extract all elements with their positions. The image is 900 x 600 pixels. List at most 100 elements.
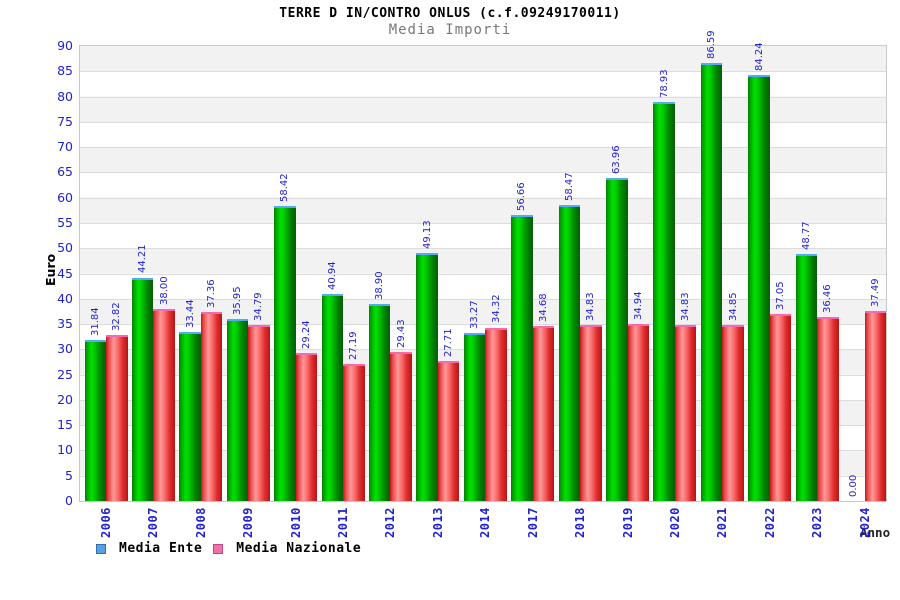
bar-value-label: 58.47 [563, 172, 575, 202]
bar-value-label: 37.05 [775, 281, 786, 310]
bar-media-nazionale [248, 325, 270, 501]
legend-item-media-ente: Media Ente [96, 541, 202, 556]
bar-value-label: 34.83 [585, 292, 597, 321]
bar-media-ente [511, 214, 533, 501]
bar-value-label: 86.59 [706, 30, 718, 60]
bar-media-ente [748, 75, 770, 501]
bar-value-label: 27.19 [348, 330, 360, 360]
y-tick-label: 45 [57, 265, 73, 281]
x-tick-label: 2007 [146, 507, 161, 538]
bar-value-label: 38.90 [374, 271, 386, 301]
y-tick-label: 60 [57, 189, 73, 205]
gridline [80, 121, 886, 123]
x-tick-label: 2017 [525, 507, 540, 538]
y-tick-label: 50 [57, 240, 73, 256]
legend-label-media-nazionale: Media Nazionale [236, 541, 362, 556]
bar-media-ente [321, 294, 344, 501]
y-tick-label: 35 [57, 316, 73, 332]
bar-value-label: 44.21 [137, 244, 149, 274]
y-tick-label: 10 [57, 442, 73, 458]
legend-item-media-nazionale: Media Nazionale [213, 541, 361, 556]
bar-value-label: 29.43 [395, 319, 407, 349]
bar-media-ente [226, 319, 249, 501]
bar-value-label: 63.96 [611, 145, 623, 174]
bar-value-label: 34.85 [727, 292, 739, 321]
bar-media-ente [558, 205, 581, 501]
y-tick-label: 75 [57, 113, 73, 129]
bar-media-ente [84, 340, 106, 501]
bar-media-ente [653, 101, 675, 501]
bar-media-nazionale [864, 311, 887, 501]
gridline [80, 324, 886, 326]
y-tick-label: 30 [57, 341, 73, 357]
x-tick-label: 2008 [193, 507, 208, 538]
bar-value-label: 27.71 [443, 328, 455, 357]
bar-value-label: 56.66 [516, 181, 528, 211]
bar-media-nazionale [437, 360, 460, 501]
bar-media-nazionale [627, 324, 650, 501]
y-tick-label: 5 [65, 467, 73, 483]
legend-swatch-media-ente-icon [96, 543, 106, 554]
gridline [80, 96, 886, 98]
bar-media-nazionale [532, 325, 555, 501]
bar-value-label: 48.77 [800, 221, 812, 251]
y-tick-label: 80 [57, 88, 73, 104]
y-tick-label: 85 [57, 63, 73, 79]
plot-area: 31.84 32.82 44.21 38.00 33.44 37.36 35.95 34.79… [79, 31, 887, 502]
bar-value-label: 0.00 [848, 474, 860, 497]
x-tick-label: 2024 [857, 507, 872, 538]
x-tick-label: 2010 [288, 507, 303, 538]
bar-value-label: 78.93 [658, 69, 670, 98]
bar-media-ente [416, 252, 438, 501]
bar-value-label: 84.24 [753, 42, 765, 72]
bar-media-ente [606, 177, 628, 501]
bar-media-nazionale [390, 352, 412, 501]
bar-media-ente [274, 205, 296, 501]
y-tick-label: 55 [57, 214, 73, 230]
legend-label-media-ente: Media Ente [119, 541, 203, 556]
bar-media-ente [368, 304, 391, 501]
y-tick-label: 70 [57, 139, 73, 155]
bar-value-label: 37.36 [206, 279, 218, 309]
bar-media-nazionale [295, 353, 318, 501]
bar-value-label: 35.95 [231, 286, 243, 316]
chart-subtitle: Media Importi [388, 22, 512, 38]
y-tick-label: 0 [65, 493, 73, 508]
bar-media-nazionale [769, 313, 792, 501]
legend: Media Ente Media Nazionale [96, 541, 372, 556]
bar-media-ente [700, 63, 723, 501]
bar-value-label: 31.84 [89, 307, 101, 337]
x-tick-label: 2020 [667, 507, 682, 538]
legend-swatch-media-nazionale-icon [213, 543, 224, 554]
x-tick-label: 2019 [620, 507, 635, 538]
gridline [80, 147, 886, 149]
bar-media-ente [795, 254, 818, 501]
bar-media-nazionale [674, 324, 697, 501]
y-tick-label: 90 [57, 38, 73, 53]
bar-value-label: 49.13 [421, 219, 433, 249]
bar-media-nazionale [817, 316, 839, 501]
gridline [80, 222, 886, 224]
chart-title: TERRE D IN/CONTRO ONLUS (c.f.09249170011… [279, 6, 621, 21]
bar-media-nazionale [343, 363, 365, 501]
bar-value-label: 32.82 [111, 302, 123, 332]
gridline [80, 273, 886, 275]
y-tick-label: 40 [57, 290, 73, 306]
bar-media-ente [463, 332, 486, 501]
x-tick-label: 2018 [573, 507, 588, 538]
bar-value-label: 40.94 [326, 261, 338, 291]
bar-value-label: 34.94 [632, 291, 644, 321]
bar-value-label: 58.42 [279, 173, 291, 202]
bar-value-label: 29.24 [300, 320, 312, 350]
x-tick-label: 2011 [336, 507, 351, 538]
bar-media-nazionale [485, 327, 507, 501]
x-tick-label: 2009 [241, 507, 256, 538]
x-tick-label: 2012 [383, 507, 398, 538]
gridline [80, 298, 886, 300]
bar-media-nazionale [722, 324, 744, 501]
x-tick-label: 2006 [99, 507, 113, 538]
x-tick-label: 2023 [810, 507, 825, 538]
x-tick-label: 2022 [762, 507, 777, 538]
bar-value-label: 34.32 [490, 294, 502, 324]
